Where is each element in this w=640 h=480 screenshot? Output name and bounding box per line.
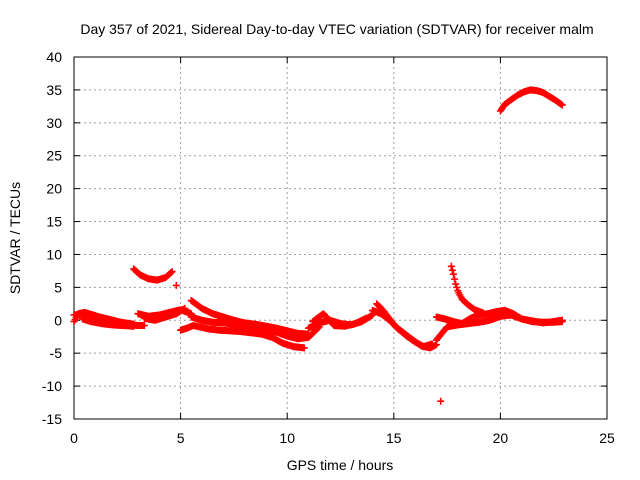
y-tick-label: 5 [54,279,62,295]
data-point [452,280,460,288]
chart-title: Day 357 of 2021, Sidereal Day-to-day VTE… [80,21,593,37]
data-point [437,397,445,405]
data-point [448,266,456,274]
data-point [451,275,459,283]
y-tick-label: -10 [42,378,62,394]
y-tick-label: 20 [46,181,62,197]
data-point [449,270,457,278]
data-point [140,322,148,330]
y-tick-label: -15 [42,411,62,427]
x-tick-label: 5 [177,430,185,446]
y-tick-label: 25 [46,148,62,164]
x-tick-label: 20 [493,430,509,446]
y-tick-label: -5 [50,345,63,361]
data-point [479,309,487,317]
x-axis-label: GPS time / hours [287,457,394,473]
y-axis-label: SDTVAR / TECUs [7,182,23,294]
x-tick-label: 10 [279,430,295,446]
data-point [167,269,175,277]
data-point [453,283,461,291]
data-point [428,340,436,348]
data-point [300,344,308,352]
x-tick-label: 0 [70,430,78,446]
data-point [168,268,176,276]
data-point [181,304,189,312]
data-point [558,101,566,109]
data-marks [70,86,566,405]
y-tick-label: 15 [46,214,62,230]
x-tick-label: 15 [386,430,402,446]
plot-frame [73,56,608,420]
data-point [558,316,566,324]
x-tick-label: 25 [599,430,615,446]
data-point [447,262,455,270]
y-tick-label: 30 [46,115,62,131]
y-tick-label: 40 [46,49,62,65]
data-point [362,314,370,322]
data-point [172,281,180,289]
y-tick-label: 0 [54,312,62,328]
y-tick-label: 35 [46,82,62,98]
axis-ticks: 0 5 10 15 20 25 -15 -10 -5 0 5 10 15 20 25 30 35 40 [42,49,615,446]
y-tick-label: 10 [46,246,62,262]
data-point [130,322,138,330]
